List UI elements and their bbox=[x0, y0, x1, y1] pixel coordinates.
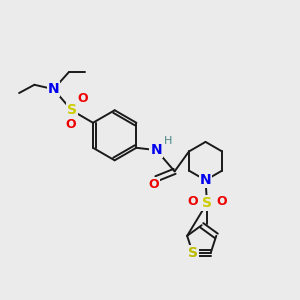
Text: S: S bbox=[188, 246, 198, 260]
Text: O: O bbox=[65, 118, 76, 131]
Text: H: H bbox=[164, 136, 172, 146]
Text: S: S bbox=[67, 103, 77, 117]
Text: O: O bbox=[78, 92, 88, 104]
Text: S: S bbox=[202, 196, 212, 210]
Text: O: O bbox=[187, 195, 198, 208]
Text: O: O bbox=[149, 178, 159, 190]
Text: O: O bbox=[216, 195, 227, 208]
Text: N: N bbox=[151, 143, 162, 157]
Text: N: N bbox=[48, 82, 59, 96]
Text: N: N bbox=[200, 173, 211, 187]
